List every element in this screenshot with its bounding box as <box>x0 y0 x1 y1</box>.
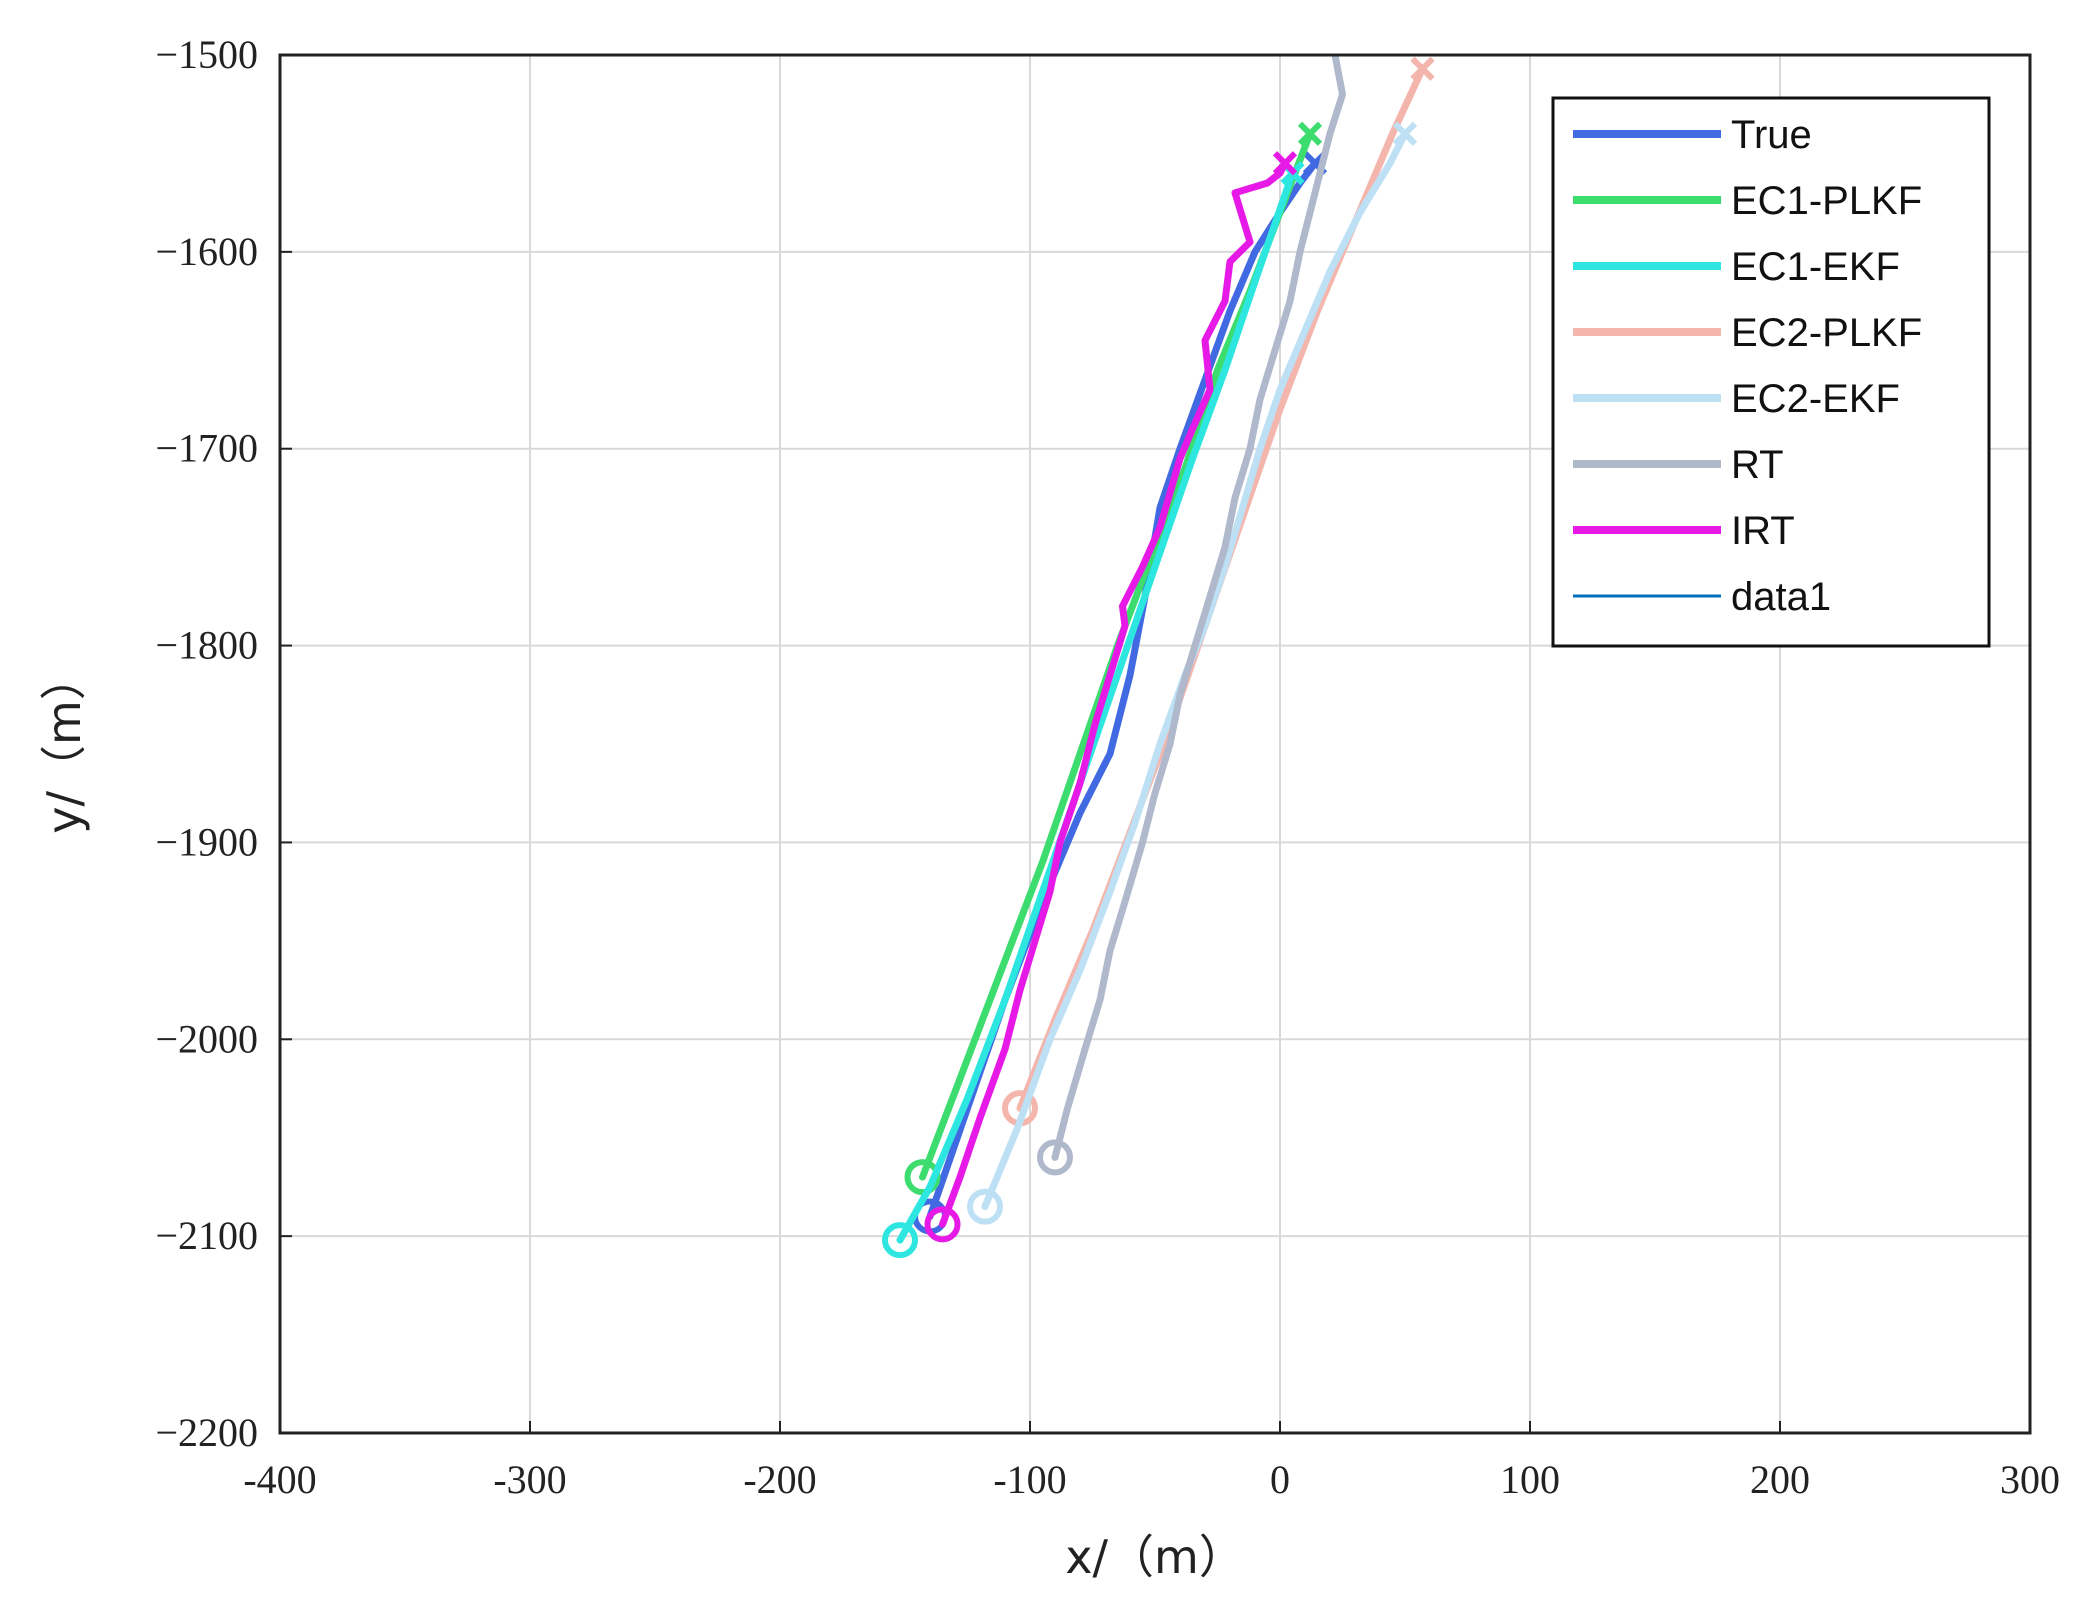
series-line-true <box>926 159 1319 1220</box>
y-tick-label: −2000 <box>155 1016 258 1061</box>
end-marker-ec1-plkf <box>1297 121 1323 146</box>
end-marker-ec2-ekf <box>1392 121 1418 146</box>
legend-label-data1: data1 <box>1731 575 1831 619</box>
legend-label-true: True <box>1731 113 1812 157</box>
x-tick-label: 100 <box>1500 1457 1560 1502</box>
y-tick-label: −1600 <box>155 229 258 274</box>
legend-label-rt: RT <box>1731 443 1784 487</box>
y-tick-label: −1500 <box>155 32 258 77</box>
x-tick-label: -300 <box>493 1457 566 1502</box>
end-marker-irt <box>1272 151 1298 176</box>
y-tick-label: −2100 <box>155 1213 258 1258</box>
end-marker-ec2-plkf <box>1410 56 1435 81</box>
axes-frame <box>278 53 2032 1435</box>
y-tick-label: −1700 <box>155 426 258 471</box>
legend-label-ec1-plkf: EC1-PLKF <box>1731 179 1922 223</box>
x-tick-label: 200 <box>1750 1457 1810 1502</box>
legend-label-ec2-ekf: EC2-EKF <box>1731 377 1900 421</box>
y-axis-label: y/（m） <box>37 654 91 834</box>
x-tick-label: -100 <box>993 1457 1066 1502</box>
grid <box>279 54 2031 1434</box>
series-line-ec1-ekf <box>896 169 1296 1244</box>
legend-label-ec2-plkf: EC2-PLKF <box>1731 311 1922 355</box>
tick-labels: -400 -300 -200 -100 0 100 200 300 −1500 −1600 −170… <box>155 32 2060 1502</box>
x-tick-label: -200 <box>743 1457 816 1502</box>
legend-label-ec1-ekf: EC1-EKF <box>1731 245 1900 289</box>
start-marker-ec1-ekf <box>882 1222 918 1259</box>
legend-box <box>1551 96 1991 648</box>
y-tick-label: −2200 <box>155 1410 258 1455</box>
start-marker-ec2-ekf <box>967 1188 1003 1225</box>
x-tick-label: 0 <box>1270 1457 1290 1502</box>
series-line-irt <box>939 159 1289 1228</box>
y-tick-label: −1800 <box>155 623 258 668</box>
x-tick-label: -400 <box>243 1457 316 1502</box>
x-tick-label: 300 <box>2000 1457 2060 1502</box>
start-marker-irt <box>924 1206 961 1243</box>
y-tick-label: −1900 <box>155 819 258 864</box>
series-line-rt <box>1051 55 1346 1161</box>
legend: True EC1-PLKF EC1-EKF EC2-PLKF EC2-EKF RT IRT d… <box>1551 96 1991 648</box>
start-marker-rt <box>1037 1139 1073 1176</box>
ticks <box>279 54 2031 1434</box>
legend-label-irt: IRT <box>1731 509 1795 553</box>
series-line-ec2-ekf <box>981 130 1409 1211</box>
plot-lines <box>882 55 1435 1259</box>
x-axis-label: x/（m） <box>1065 1530 1245 1584</box>
